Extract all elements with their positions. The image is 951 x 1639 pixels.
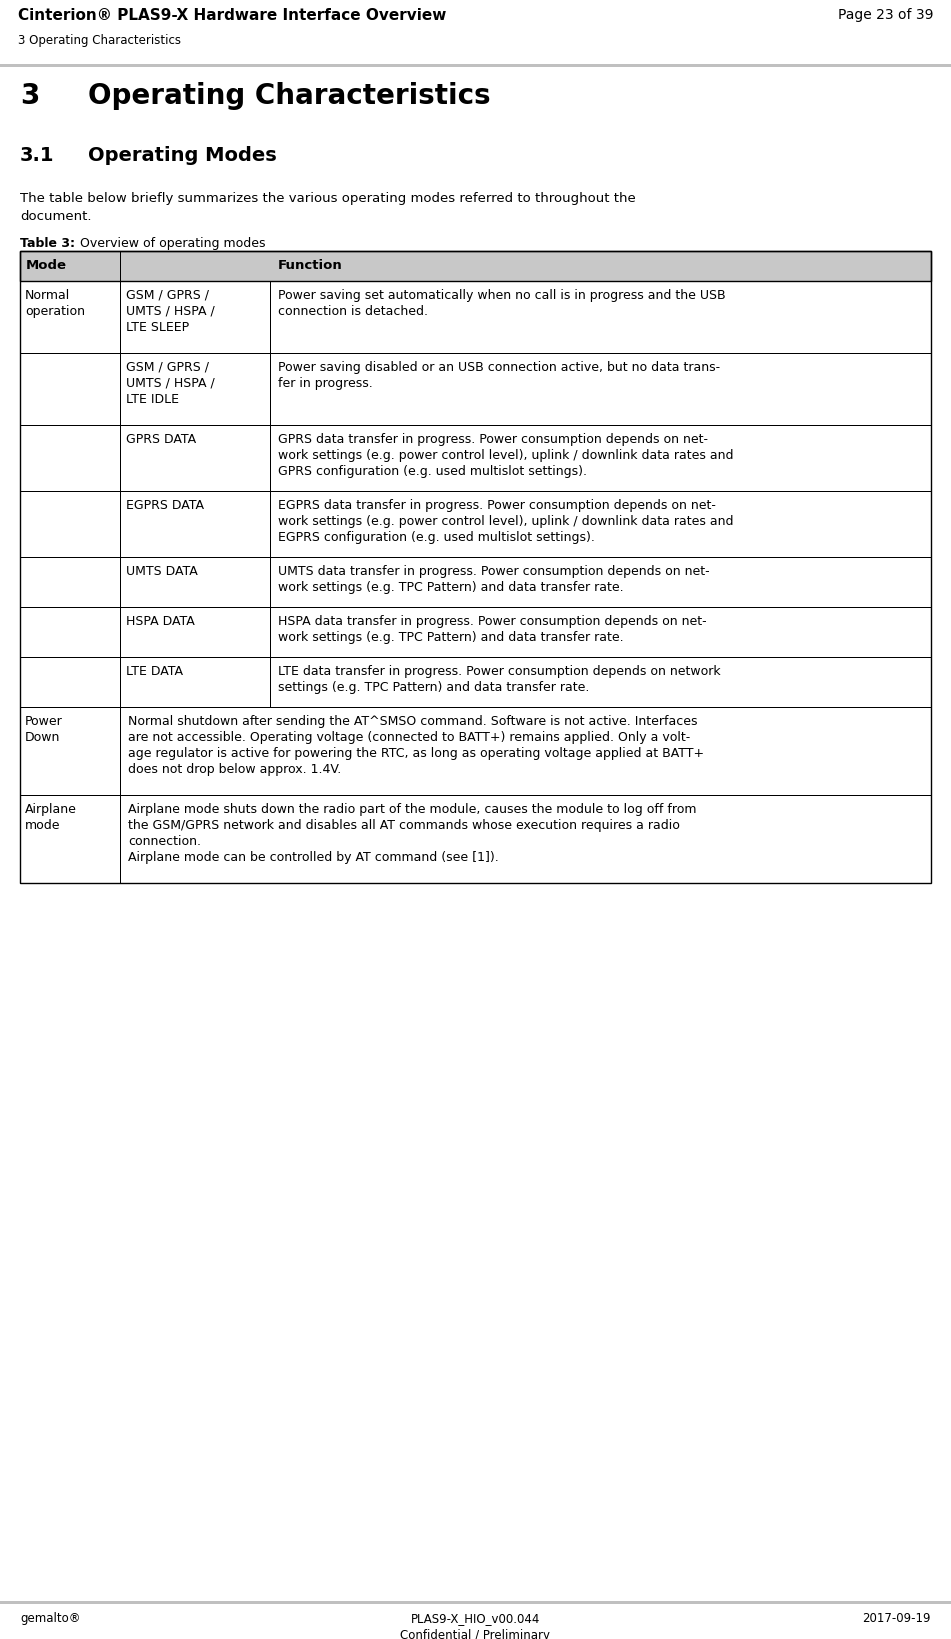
Text: Table 3:: Table 3: — [20, 238, 75, 249]
Bar — [270, 354, 271, 426]
Bar — [20, 426, 931, 492]
Bar — [270, 557, 271, 608]
Text: 3: 3 — [20, 82, 39, 110]
Bar — [270, 282, 271, 354]
Bar — [20, 354, 931, 426]
Bar — [120, 426, 121, 492]
Bar — [20, 795, 931, 883]
Text: PLAS9-X_HIO_v00.044: PLAS9-X_HIO_v00.044 — [411, 1611, 540, 1624]
Text: UMTS data transfer in progress. Power consumption depends on net-
work settings : UMTS data transfer in progress. Power co… — [278, 565, 709, 593]
Text: EGPRS DATA: EGPRS DATA — [126, 498, 204, 511]
Text: LTE data transfer in progress. Power consumption depends on network
settings (e.: LTE data transfer in progress. Power con… — [278, 664, 721, 693]
Text: 3.1: 3.1 — [20, 146, 54, 166]
Bar — [120, 608, 121, 657]
Bar — [270, 608, 271, 657]
Text: HSPA data transfer in progress. Power consumption depends on net-
work settings : HSPA data transfer in progress. Power co… — [278, 615, 707, 644]
Text: 3 Operating Characteristics: 3 Operating Characteristics — [18, 34, 181, 48]
Text: document.: document. — [20, 210, 91, 223]
Text: Confidential / Preliminary: Confidential / Preliminary — [400, 1628, 551, 1639]
Bar — [120, 492, 121, 557]
Bar — [20, 252, 931, 282]
Text: GPRS DATA: GPRS DATA — [126, 433, 196, 446]
Text: Mode: Mode — [26, 259, 67, 272]
Text: Normal
operation: Normal operation — [25, 288, 85, 318]
Text: Power saving set automatically when no call is in progress and the USB
connectio: Power saving set automatically when no c… — [278, 288, 726, 318]
Bar — [270, 492, 271, 557]
Text: GPRS data transfer in progress. Power consumption depends on net-
work settings : GPRS data transfer in progress. Power co… — [278, 433, 733, 477]
Bar — [120, 795, 121, 883]
Text: GSM / GPRS /
UMTS / HSPA /
LTE SLEEP: GSM / GPRS / UMTS / HSPA / LTE SLEEP — [126, 288, 215, 334]
Bar — [120, 354, 121, 426]
Text: Power
Down: Power Down — [25, 715, 63, 744]
Bar — [270, 657, 271, 708]
Bar — [20, 492, 931, 557]
Bar — [120, 252, 121, 282]
Bar — [20, 657, 931, 708]
Bar — [0, 66, 951, 67]
Bar — [20, 608, 931, 657]
Text: GSM / GPRS /
UMTS / HSPA /
LTE IDLE: GSM / GPRS / UMTS / HSPA / LTE IDLE — [126, 361, 215, 406]
Text: Operating Modes: Operating Modes — [88, 146, 277, 166]
Text: LTE DATA: LTE DATA — [126, 664, 183, 677]
Bar — [20, 557, 931, 608]
Text: Operating Characteristics: Operating Characteristics — [88, 82, 491, 110]
Bar — [20, 282, 931, 354]
Bar — [120, 657, 121, 708]
Bar — [120, 282, 121, 354]
Text: The table below briefly summarizes the various operating modes referred to throu: The table below briefly summarizes the v… — [20, 192, 636, 205]
Text: Power saving disabled or an USB connection active, but no data trans-
fer in pro: Power saving disabled or an USB connecti… — [278, 361, 720, 390]
Bar — [120, 557, 121, 608]
Text: Page 23 of 39: Page 23 of 39 — [838, 8, 933, 21]
Text: EGPRS data transfer in progress. Power consumption depends on net-
work settings: EGPRS data transfer in progress. Power c… — [278, 498, 733, 544]
Text: HSPA DATA: HSPA DATA — [126, 615, 195, 628]
Bar — [20, 708, 931, 795]
Bar — [120, 708, 121, 795]
Text: Airplane mode shuts down the radio part of the module, causes the module to log : Airplane mode shuts down the radio part … — [128, 803, 696, 864]
Text: Overview of operating modes: Overview of operating modes — [72, 238, 265, 249]
Text: gemalto®: gemalto® — [20, 1611, 81, 1624]
Bar — [270, 426, 271, 492]
Text: Cinterion® PLAS9-X Hardware Interface Overview: Cinterion® PLAS9-X Hardware Interface Ov… — [18, 8, 446, 23]
Bar — [0, 1601, 951, 1603]
Bar — [20, 252, 931, 883]
Text: 2017-09-19: 2017-09-19 — [863, 1611, 931, 1624]
Text: Airplane
mode: Airplane mode — [25, 803, 77, 831]
Text: Normal shutdown after sending the AT^SMSO command. Software is not active. Inter: Normal shutdown after sending the AT^SMS… — [128, 715, 704, 775]
Text: UMTS DATA: UMTS DATA — [126, 565, 198, 577]
Text: Function: Function — [278, 259, 342, 272]
